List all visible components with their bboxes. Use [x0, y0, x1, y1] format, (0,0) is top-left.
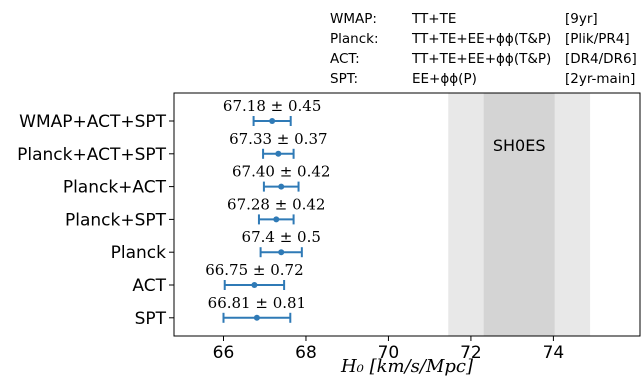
data-markers: 67.18 ± 0.45 67.33 ± 0.37 67.40 ± 0.42 67.2… [205, 97, 330, 323]
category-label: WMAP+ACT+SPT [19, 112, 166, 132]
legend-release-3: [2yr-main] [565, 71, 635, 87]
errorbar-4: 67.4 ± 0.5 [242, 228, 321, 258]
x-tick-label: 66 [213, 343, 235, 363]
axes-frame [173, 92, 641, 337]
data-point [275, 150, 282, 157]
legend-release-1: [Plik/PR4] [565, 31, 630, 47]
data-point [278, 183, 285, 190]
value-label: 66.81 ± 0.81 [208, 294, 306, 312]
legend-table: WMAP: TT+TE [9yr] Planck: TT+TE+EE+ϕϕ(T&P) [P… [330, 11, 637, 87]
value-label: 67.40 ± 0.42 [232, 163, 330, 181]
plot-area: SH0ES 67.18 ± 0.45 67.33 ± 0.37 67.40 ± 0.… [17, 92, 641, 377]
sh0es-bands [448, 93, 591, 336]
value-label: 67.18 ± 0.45 [223, 97, 321, 115]
x-tick-label: 68 [295, 343, 317, 363]
sh0es-label: SH0ES [493, 136, 546, 155]
legend-name-2: ACT: [330, 51, 360, 67]
errorbar-0: 67.18 ± 0.45 [223, 97, 321, 126]
data-point [253, 314, 260, 321]
value-label: 67.28 ± 0.42 [227, 195, 325, 213]
legend-release-0: [9yr] [565, 11, 598, 27]
data-point [269, 118, 276, 124]
legend-name-3: SPT: [330, 71, 358, 87]
x-tick-labels: 66 68 70 72 74 [213, 336, 565, 363]
sh0es-1sigma-band [483, 93, 555, 336]
category-label: Planck+ACT [63, 178, 167, 198]
category-label: SPT [135, 309, 167, 329]
legend-name-0: WMAP: [330, 11, 377, 27]
x-axis-label: H₀ [km/s/Mpc] [340, 356, 474, 377]
category-label: ACT [132, 276, 166, 296]
category-label: Planck+ACT+SPT [17, 145, 166, 165]
errorbar-1: 67.33 ± 0.37 [229, 130, 328, 159]
errorbar-2: 67.40 ± 0.42 [232, 163, 330, 192]
category-label: Planck [111, 243, 167, 263]
legend-release-2: [DR4/DR6] [565, 51, 637, 67]
legend-data-3: EE+ϕϕ(P) [412, 71, 477, 87]
value-label: 67.33 ± 0.37 [229, 130, 327, 148]
legend-data-2: TT+TE+EE+ϕϕ(T&P) [411, 51, 551, 67]
value-label: 66.75 ± 0.72 [205, 261, 303, 279]
data-point [278, 249, 285, 256]
category-label: Planck+SPT [65, 210, 167, 230]
errorbar-5: 66.75 ± 0.72 [205, 261, 304, 290]
value-label: 67.4 ± 0.5 [242, 228, 321, 246]
errorbar-6: 66.81 ± 0.81 [208, 294, 306, 323]
y-tick-labels: WMAP+ACT+SPT Planck+ACT+SPT Planck+ACT Plan… [17, 112, 174, 329]
data-point [273, 216, 280, 223]
x-tick-label: 74 [543, 343, 565, 363]
x-tick-label: 70 [378, 343, 400, 363]
legend-data-0: TT+TE [411, 11, 456, 27]
legend-data-1: TT+TE+EE+ϕϕ(T&P) [411, 31, 551, 47]
legend-name-1: Planck: [330, 31, 379, 47]
x-tick-label: 72 [460, 343, 482, 363]
data-point [251, 282, 258, 288]
errorbar-3: 67.28 ± 0.42 [227, 195, 325, 225]
